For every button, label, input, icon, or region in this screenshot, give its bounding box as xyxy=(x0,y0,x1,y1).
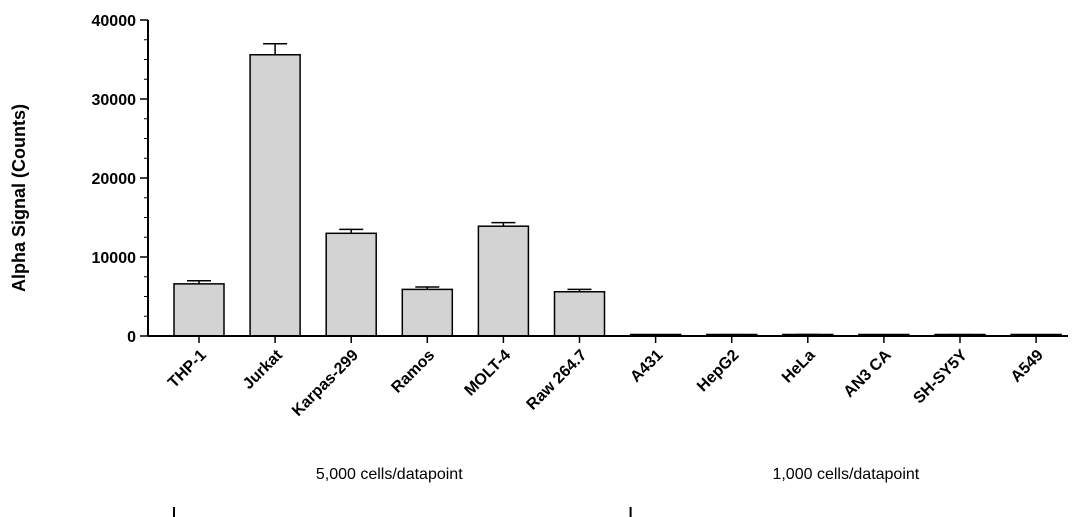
bar xyxy=(553,291,606,337)
x-tick-label: HeLa xyxy=(779,347,819,387)
x-tick-label: HepG2 xyxy=(694,347,743,396)
bar xyxy=(325,232,377,337)
y-tick-label: 20000 xyxy=(92,171,137,188)
bar xyxy=(173,283,225,337)
y-axis-label: Alpha Signal (Counts) xyxy=(9,104,29,292)
bars xyxy=(173,42,1062,337)
bar xyxy=(249,54,301,337)
x-tick-label: THP-1 xyxy=(165,347,210,392)
x-tick-label: A431 xyxy=(627,347,666,386)
x-axis: THP-1 Jurkat Karpas-299 Ramos MOLT-4 Raw 264.… xyxy=(148,335,1068,420)
x-tick-label: Ramos xyxy=(388,347,438,397)
x-tick-label: Raw 264.7 xyxy=(524,347,591,414)
x-tick-label: AN3 CA xyxy=(841,346,895,400)
x-tick-label: Jurkat xyxy=(240,346,286,392)
bar xyxy=(401,288,454,337)
x-tick-label: MOLT-4 xyxy=(462,347,515,400)
group-annotations: 5,000 cells/datapoint 1,000 cells/datapoi… xyxy=(173,466,920,517)
group-label: 5,000 cells/datapoint xyxy=(316,466,463,483)
y-axis: 0 10000 20000 30000 40000 xyxy=(92,13,149,346)
y-tick-label: 30000 xyxy=(92,92,137,109)
y-tick-label: 40000 xyxy=(92,13,137,30)
y-tick-label: 0 xyxy=(127,329,136,346)
x-tick-label: A549 xyxy=(1008,347,1047,386)
group-label: 1,000 cells/datapoint xyxy=(772,466,919,483)
x-tick-label: Karpas-299 xyxy=(289,347,362,420)
y-tick-label: 10000 xyxy=(92,250,137,267)
x-tick-label: SH-SY5Y xyxy=(910,347,971,408)
bar xyxy=(477,225,530,337)
